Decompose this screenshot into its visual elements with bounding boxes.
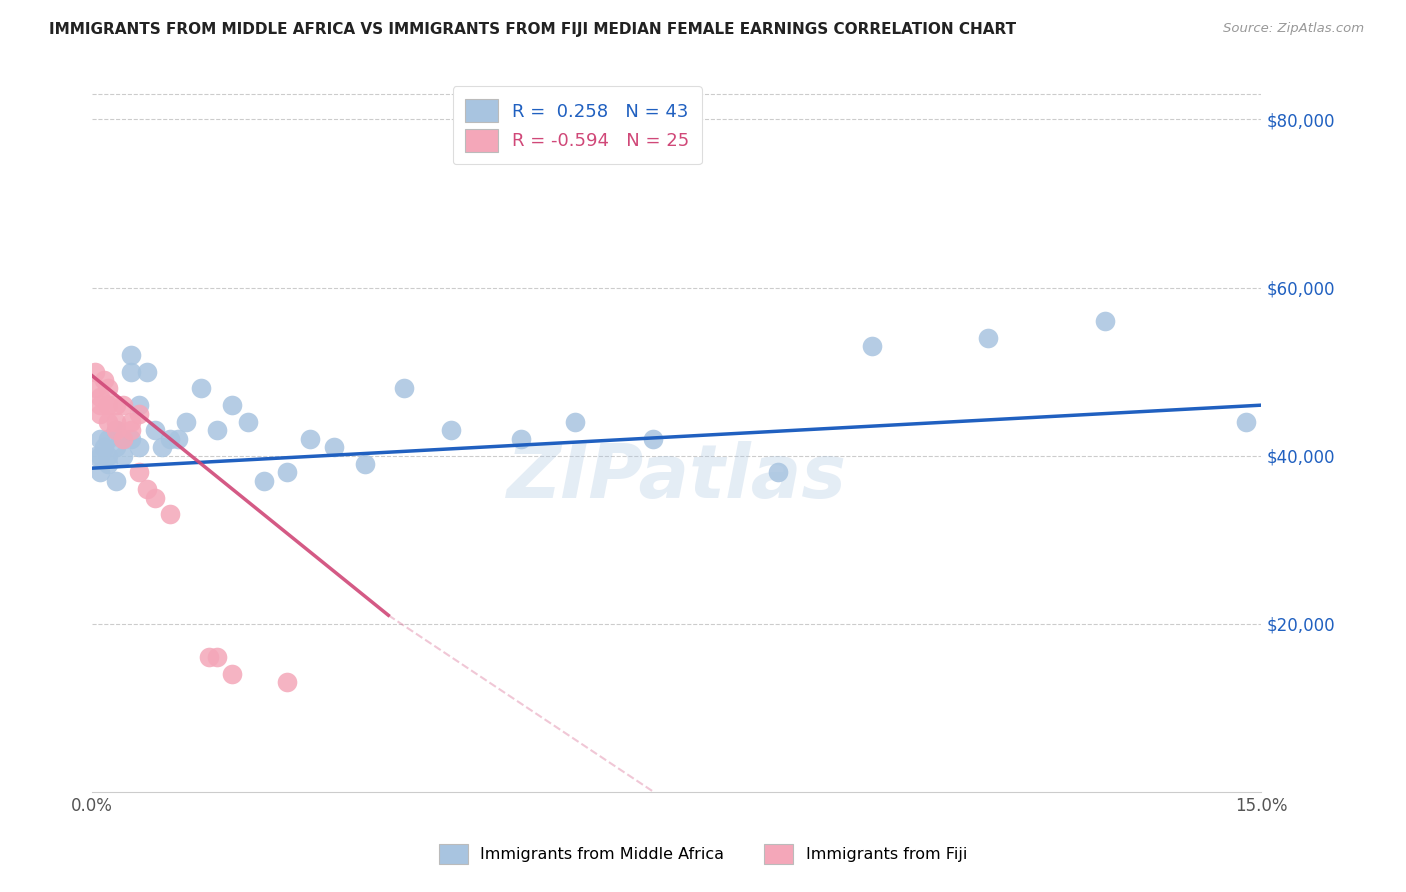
Point — [299, 432, 322, 446]
Point — [97, 381, 120, 395]
Point — [1234, 415, 1257, 429]
Point — [104, 440, 127, 454]
Point — [174, 415, 197, 429]
Point — [83, 365, 105, 379]
Point — [89, 432, 111, 446]
Point — [322, 440, 344, 454]
Legend: R =  0.258   N = 43, R = -0.594   N = 25: R = 0.258 N = 43, R = -0.594 N = 25 — [453, 87, 702, 164]
Point — [128, 466, 150, 480]
Point — [205, 650, 228, 665]
Point — [84, 449, 107, 463]
Point — [276, 675, 298, 690]
Point — [89, 407, 111, 421]
Point — [221, 667, 243, 681]
Point — [766, 466, 789, 480]
Point — [977, 331, 1000, 345]
Point — [143, 491, 166, 505]
Point — [643, 432, 665, 446]
Point — [120, 423, 142, 437]
Point — [159, 432, 181, 446]
Point — [509, 432, 531, 446]
Point — [104, 398, 127, 412]
Point — [159, 508, 181, 522]
Point — [135, 482, 157, 496]
Point — [128, 407, 150, 421]
Point — [150, 440, 173, 454]
Point — [120, 348, 142, 362]
Point — [135, 365, 157, 379]
Point — [112, 398, 135, 412]
Point — [112, 432, 135, 446]
Point — [89, 398, 111, 412]
Point — [564, 415, 586, 429]
Text: ZIPatlas: ZIPatlas — [506, 441, 846, 514]
Legend: Immigrants from Middle Africa, Immigrants from Fiji: Immigrants from Middle Africa, Immigrant… — [433, 838, 973, 871]
Point — [93, 440, 115, 454]
Point — [167, 432, 190, 446]
Text: IMMIGRANTS FROM MIDDLE AFRICA VS IMMIGRANTS FROM FIJI MEDIAN FEMALE EARNINGS COR: IMMIGRANTS FROM MIDDLE AFRICA VS IMMIGRA… — [49, 22, 1017, 37]
Point — [97, 398, 120, 412]
Point — [97, 415, 120, 429]
Point — [104, 415, 127, 429]
Point — [112, 449, 135, 463]
Point — [89, 449, 111, 463]
Point — [97, 457, 120, 471]
Point — [89, 390, 111, 404]
Point — [97, 432, 120, 446]
Point — [354, 457, 377, 471]
Point — [128, 440, 150, 454]
Point — [143, 423, 166, 437]
Point — [84, 381, 107, 395]
Point — [104, 423, 127, 437]
Point — [97, 449, 120, 463]
Point — [392, 381, 415, 395]
Point — [104, 474, 127, 488]
Point — [120, 365, 142, 379]
Point — [120, 432, 142, 446]
Point — [104, 423, 127, 437]
Point — [253, 474, 276, 488]
Point — [1094, 314, 1116, 328]
Point — [89, 466, 111, 480]
Point — [440, 423, 463, 437]
Text: Source: ZipAtlas.com: Source: ZipAtlas.com — [1223, 22, 1364, 36]
Point — [128, 398, 150, 412]
Point — [221, 398, 243, 412]
Point — [93, 373, 115, 387]
Point — [276, 466, 298, 480]
Point — [112, 432, 135, 446]
Point — [190, 381, 212, 395]
Point — [205, 423, 228, 437]
Point — [236, 415, 259, 429]
Point — [860, 339, 883, 353]
Point — [198, 650, 221, 665]
Point — [120, 415, 142, 429]
